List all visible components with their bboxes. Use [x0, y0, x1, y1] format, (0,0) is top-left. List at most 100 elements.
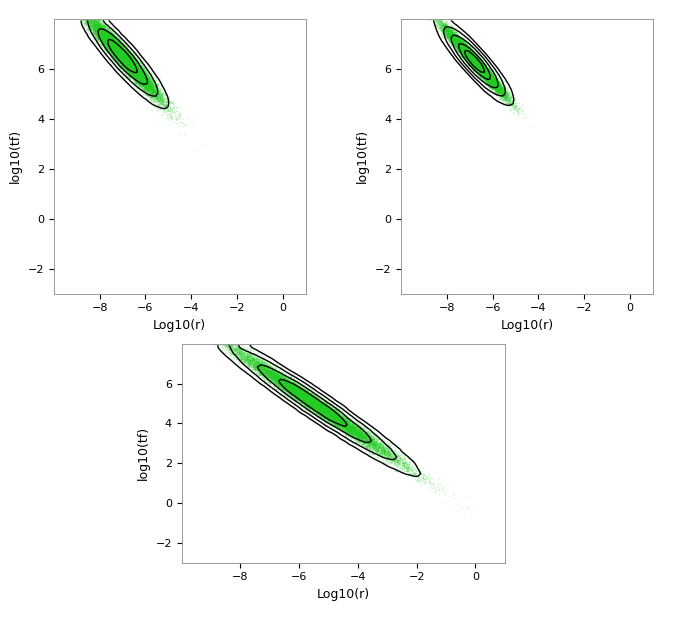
- Point: [468, 59, 479, 69]
- Point: [469, 57, 480, 67]
- Point: [474, 61, 485, 71]
- Point: [483, 67, 494, 77]
- Point: [125, 65, 135, 75]
- Point: [349, 431, 360, 441]
- Point: [470, 55, 481, 65]
- Point: [476, 68, 487, 78]
- Point: [249, 362, 260, 372]
- Point: [479, 73, 489, 83]
- Point: [465, 53, 476, 63]
- Point: [301, 394, 312, 404]
- Point: [444, 31, 455, 41]
- Point: [380, 442, 391, 452]
- Point: [110, 39, 121, 49]
- Point: [110, 40, 120, 50]
- Point: [264, 368, 275, 378]
- Point: [467, 49, 478, 59]
- Point: [106, 32, 116, 43]
- Point: [128, 48, 139, 58]
- Point: [125, 61, 136, 71]
- Point: [319, 403, 330, 413]
- Point: [120, 57, 131, 67]
- Point: [87, 15, 98, 25]
- Point: [301, 398, 312, 408]
- Point: [468, 61, 479, 71]
- Point: [110, 39, 121, 49]
- Point: [106, 43, 116, 53]
- Point: [324, 404, 334, 414]
- Point: [108, 39, 118, 49]
- Point: [109, 48, 120, 58]
- Point: [454, 41, 464, 51]
- Point: [330, 406, 341, 416]
- Point: [134, 58, 145, 68]
- Point: [473, 61, 484, 71]
- Point: [491, 82, 502, 92]
- Point: [100, 22, 110, 32]
- Point: [492, 79, 503, 89]
- Point: [452, 38, 463, 48]
- Point: [292, 392, 303, 402]
- Point: [106, 34, 116, 44]
- Point: [439, 30, 450, 40]
- Point: [449, 35, 460, 45]
- Point: [94, 30, 104, 40]
- Point: [344, 425, 355, 435]
- Point: [116, 49, 127, 59]
- Point: [92, 31, 102, 41]
- Point: [444, 29, 454, 39]
- Point: [481, 75, 492, 85]
- Point: [465, 56, 476, 66]
- Point: [470, 52, 481, 62]
- Point: [293, 386, 304, 396]
- Point: [272, 375, 283, 385]
- Point: [130, 57, 141, 67]
- Point: [474, 68, 485, 78]
- Point: [113, 46, 124, 56]
- Point: [110, 42, 121, 52]
- Point: [474, 59, 485, 69]
- Point: [89, 14, 100, 24]
- Point: [140, 86, 151, 96]
- Point: [271, 371, 281, 381]
- Point: [449, 36, 460, 46]
- Point: [457, 41, 468, 51]
- Point: [459, 45, 470, 55]
- Point: [340, 428, 351, 438]
- Point: [474, 59, 485, 69]
- Point: [479, 68, 489, 78]
- Point: [263, 369, 274, 379]
- Point: [140, 82, 151, 92]
- Point: [255, 367, 266, 377]
- Point: [474, 64, 485, 74]
- Point: [476, 68, 487, 78]
- Point: [275, 376, 286, 386]
- Point: [256, 361, 267, 371]
- Point: [274, 379, 285, 389]
- Point: [107, 38, 118, 48]
- Point: [316, 406, 326, 416]
- Point: [476, 68, 487, 78]
- Point: [484, 75, 495, 85]
- Point: [306, 399, 317, 409]
- Point: [285, 378, 296, 388]
- Point: [130, 64, 141, 74]
- Point: [106, 37, 117, 47]
- Point: [485, 75, 495, 85]
- Point: [456, 44, 466, 54]
- Point: [486, 74, 497, 84]
- Point: [116, 49, 127, 59]
- Point: [119, 58, 130, 68]
- Point: [302, 394, 312, 404]
- Point: [264, 370, 275, 380]
- Point: [130, 52, 141, 62]
- Point: [109, 39, 120, 49]
- Point: [472, 55, 483, 65]
- Point: [129, 64, 139, 74]
- Point: [454, 42, 465, 52]
- Point: [457, 41, 468, 51]
- Point: [118, 52, 129, 62]
- Point: [465, 52, 476, 62]
- Point: [261, 370, 272, 380]
- Point: [474, 62, 485, 72]
